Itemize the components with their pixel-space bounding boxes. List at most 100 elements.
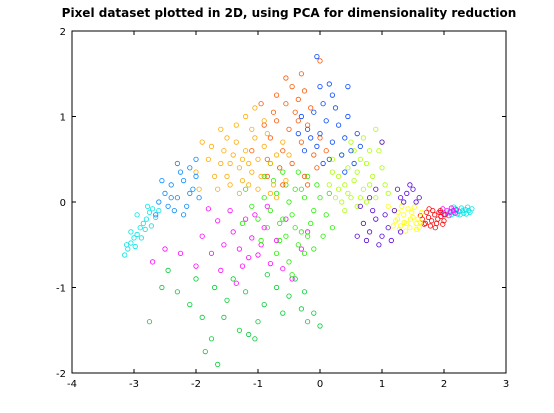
data-point	[428, 218, 435, 224]
data-point	[227, 160, 233, 167]
data-point	[452, 210, 458, 216]
data-point	[273, 284, 280, 291]
data-point	[301, 148, 308, 154]
data-point	[230, 229, 236, 235]
data-point	[326, 190, 332, 196]
data-point	[196, 186, 202, 192]
data-point	[289, 272, 295, 278]
data-point	[181, 178, 187, 184]
data-point	[323, 148, 329, 154]
data-point	[432, 225, 438, 231]
data-point	[174, 160, 180, 167]
data-point	[339, 152, 345, 158]
data-point	[199, 314, 205, 320]
data-point	[407, 182, 413, 188]
data-point	[283, 178, 289, 184]
data-point	[212, 284, 218, 291]
data-point	[277, 165, 283, 171]
data-point	[264, 156, 270, 162]
data-point	[335, 186, 342, 192]
data-point	[335, 122, 342, 128]
data-point	[267, 135, 273, 141]
data-point	[142, 226, 148, 232]
x-tick-label: 1	[379, 379, 385, 390]
data-point	[348, 148, 354, 154]
data-point	[295, 96, 301, 103]
data-point	[363, 237, 370, 244]
data-point	[413, 199, 419, 205]
data-point	[351, 178, 357, 184]
data-point	[301, 88, 308, 94]
data-point	[292, 225, 298, 231]
data-point	[311, 152, 317, 158]
data-point	[280, 216, 286, 222]
data-point	[385, 190, 391, 196]
data-point	[199, 233, 205, 239]
data-point	[177, 169, 184, 175]
data-point	[317, 84, 323, 90]
data-point	[332, 105, 339, 111]
data-point	[423, 209, 430, 215]
data-point	[382, 212, 388, 218]
data-point	[404, 220, 410, 226]
data-point	[314, 165, 320, 171]
data-point	[348, 195, 354, 201]
data-point	[283, 75, 289, 81]
data-point	[379, 139, 385, 145]
data-point	[357, 195, 363, 201]
data-point	[425, 214, 432, 220]
data-point	[227, 208, 233, 214]
data-point	[255, 216, 261, 222]
data-point	[444, 208, 450, 214]
data-point	[221, 314, 227, 320]
data-point	[199, 139, 205, 145]
data-point	[261, 301, 267, 308]
data-point	[280, 148, 286, 154]
data-point	[159, 178, 165, 184]
data-point	[273, 195, 280, 201]
data-point	[314, 182, 320, 188]
data-point	[394, 186, 401, 192]
data-point	[270, 182, 277, 188]
data-point	[218, 126, 224, 132]
y-axis: -2 -1 0 1 2	[56, 27, 506, 380]
data-point	[165, 267, 171, 273]
data-point	[342, 208, 348, 214]
data-point	[402, 228, 409, 234]
data-point	[440, 221, 446, 227]
data-point	[236, 165, 242, 171]
data-point	[283, 101, 289, 107]
data-point	[261, 118, 267, 124]
data-point	[357, 203, 363, 209]
data-point	[273, 152, 280, 158]
data-point	[243, 289, 249, 295]
data-point	[317, 135, 323, 141]
x-tick-label: -3	[129, 379, 139, 390]
y-tick-label: -1	[56, 284, 66, 295]
data-point	[208, 250, 215, 256]
data-point	[351, 160, 357, 167]
data-point	[143, 216, 149, 222]
data-point	[326, 81, 332, 87]
data-point	[264, 203, 270, 209]
data-point	[280, 310, 286, 316]
data-point	[249, 126, 255, 132]
data-point	[131, 235, 137, 241]
data-point	[236, 327, 242, 333]
data-point	[370, 173, 376, 179]
data-point	[252, 336, 258, 342]
data-point	[156, 208, 162, 214]
data-point	[332, 195, 339, 201]
data-point	[314, 143, 320, 149]
data-point	[354, 131, 360, 137]
data-point	[196, 195, 202, 201]
data-point	[419, 209, 425, 215]
data-point	[205, 156, 211, 162]
data-point	[249, 203, 255, 209]
data-point	[215, 186, 221, 192]
data-point	[239, 156, 246, 162]
data-point	[311, 109, 317, 115]
data-point	[146, 319, 153, 325]
data-point	[181, 212, 187, 218]
data-point	[261, 143, 267, 149]
